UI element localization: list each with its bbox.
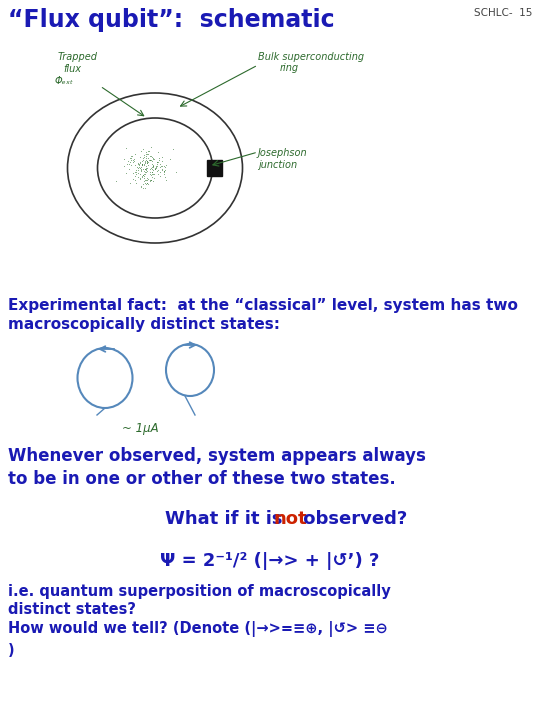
Text: ): ) bbox=[8, 643, 15, 658]
Text: Ψ = 2⁻¹/² (|→> + |↺’) ?: Ψ = 2⁻¹/² (|→> + |↺’) ? bbox=[160, 552, 380, 570]
Text: SCHLC-  15: SCHLC- 15 bbox=[474, 8, 532, 18]
Text: What if it is not observed?: What if it is not observed? bbox=[136, 510, 404, 528]
Text: “Flux qubit”:  schematic: “Flux qubit”: schematic bbox=[8, 8, 335, 32]
Text: Experimental fact:  at the “classical” level, system has two
macroscopically dis: Experimental fact: at the “classical” le… bbox=[8, 298, 518, 332]
Text: Trapped: Trapped bbox=[58, 52, 98, 62]
Bar bbox=[207, 160, 222, 176]
Text: not: not bbox=[274, 510, 307, 528]
Text: distinct states?: distinct states? bbox=[8, 602, 136, 617]
Text: Φₑₓₜ: Φₑₓₜ bbox=[55, 76, 74, 86]
Text: Whenever observed, system appears always
to be in one or other of these two stat: Whenever observed, system appears always… bbox=[8, 447, 426, 488]
Text: What if it is: What if it is bbox=[165, 510, 288, 528]
Text: Josephson: Josephson bbox=[258, 148, 308, 158]
Text: Bulk superconducting: Bulk superconducting bbox=[258, 52, 364, 62]
Text: flux: flux bbox=[63, 64, 81, 74]
Text: ring: ring bbox=[280, 63, 299, 73]
Text: junction: junction bbox=[258, 160, 297, 170]
Text: ~ 1μA: ~ 1μA bbox=[122, 422, 158, 435]
Text: observed?: observed? bbox=[298, 510, 408, 528]
Text: i.e. quantum superposition of macroscopically: i.e. quantum superposition of macroscopi… bbox=[8, 584, 391, 599]
Text: How would we tell? (Denote (|→>=≡⊕, |↺> ≡⊖: How would we tell? (Denote (|→>=≡⊕, |↺> … bbox=[8, 621, 388, 637]
